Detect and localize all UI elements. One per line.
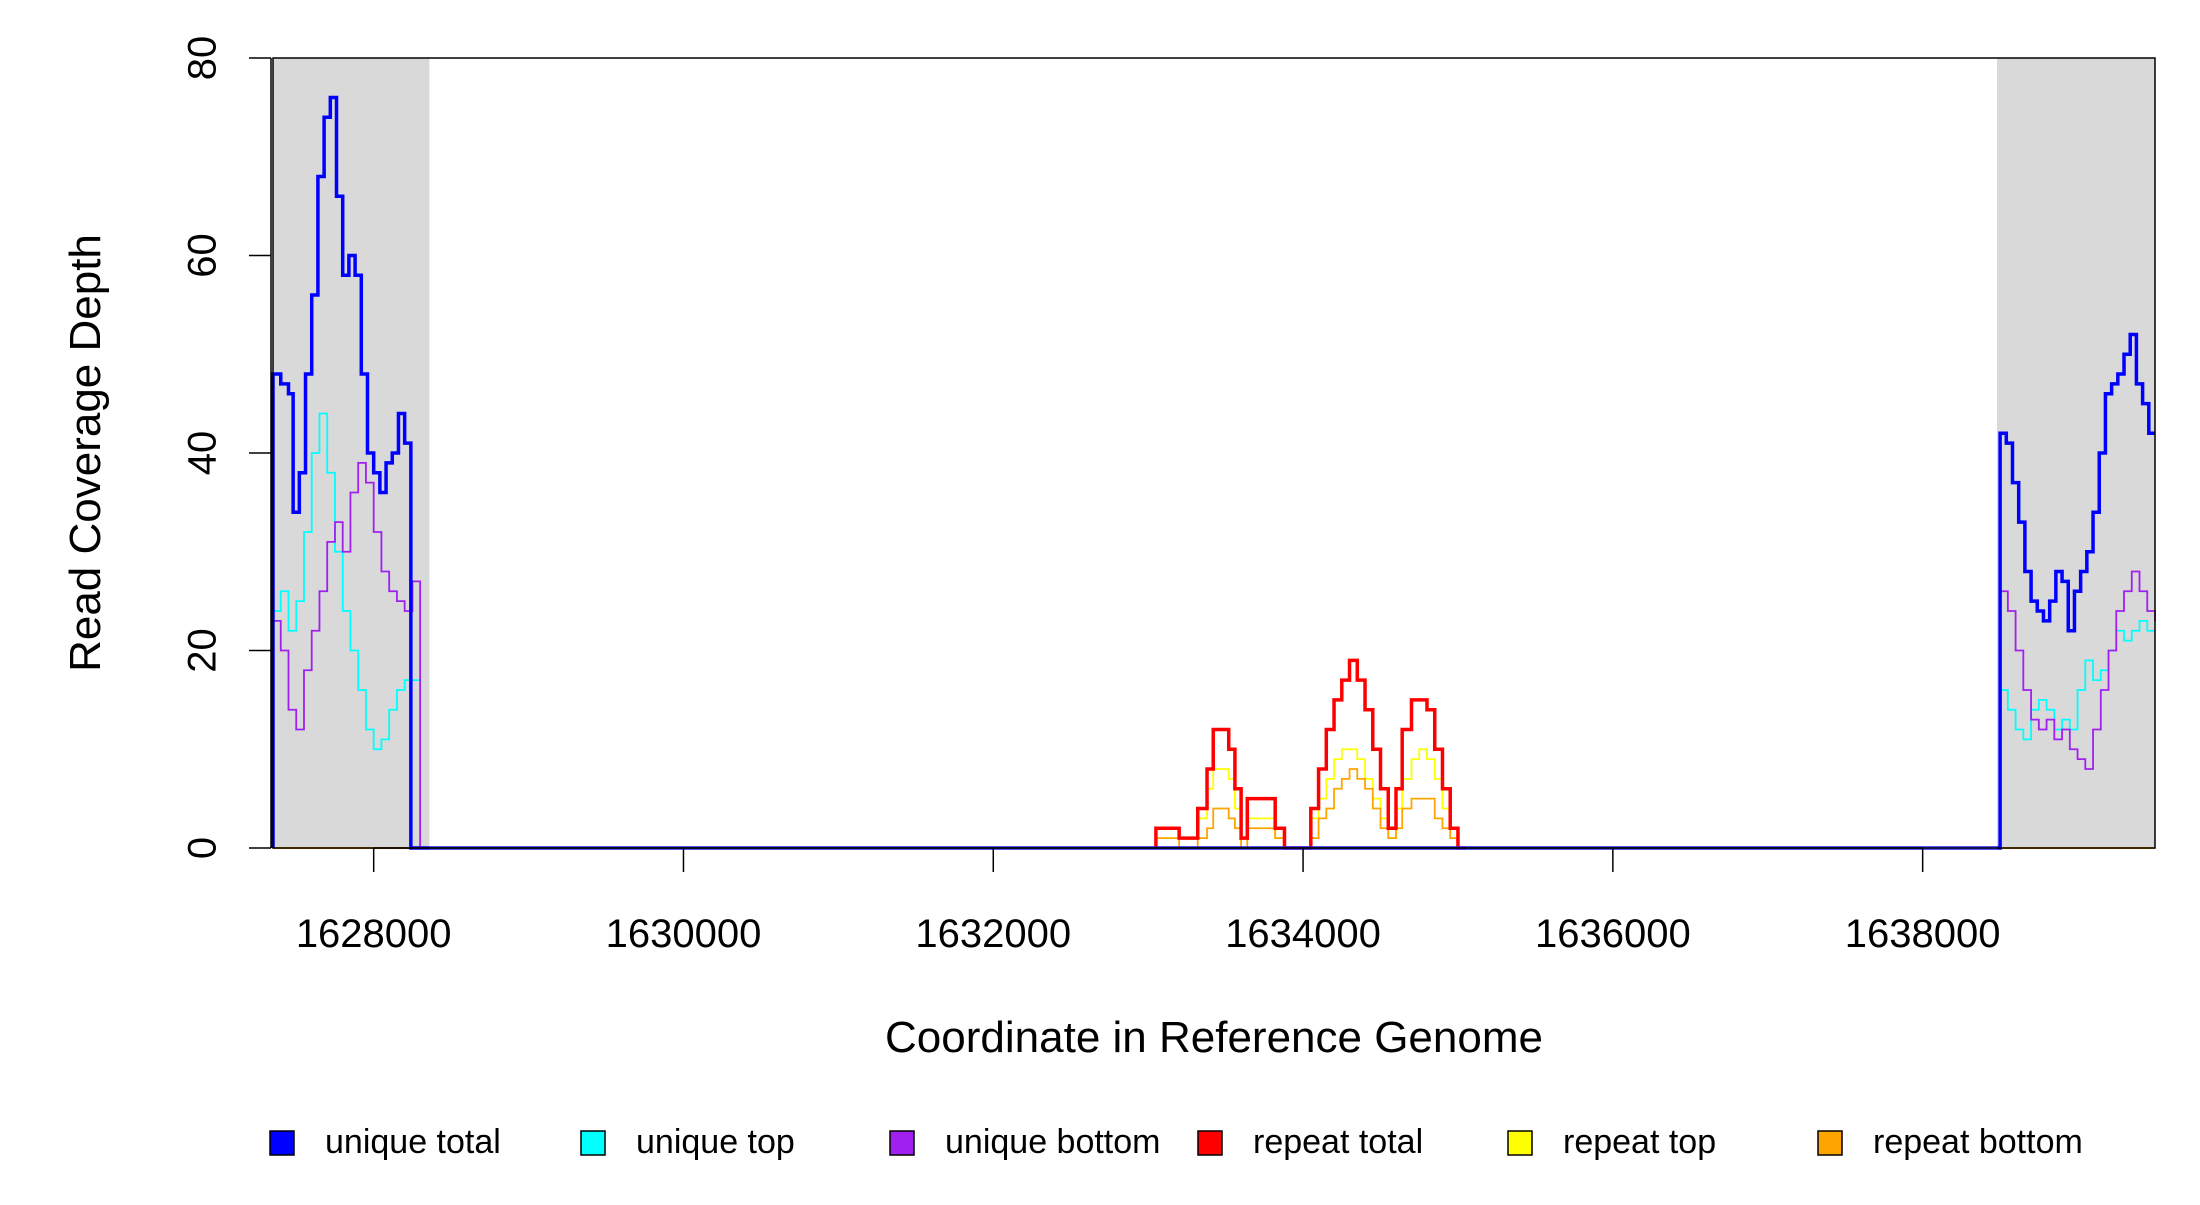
legend-label: unique total [325,1123,501,1161]
legend-swatch [1507,1130,1533,1156]
legend-item-unique-bottom: unique bottom [889,1123,1161,1161]
legend-swatch [1817,1130,1843,1156]
y-axis-label: Read Coverage Depth [61,234,110,672]
shaded-regions [273,58,2155,848]
x-tick-label: 1634000 [1225,912,1381,956]
x-tick-label: 1636000 [1535,912,1691,956]
x-tick-label: 1638000 [1845,912,2001,956]
y-tick-label: 40 [181,431,225,476]
legend-item-repeat-top: repeat top [1507,1123,1716,1161]
x-axis-label: Coordinate in Reference Genome [885,1013,1543,1062]
x-tick-label: 1630000 [606,912,762,956]
x-tick-label: 1632000 [915,912,1071,956]
x-axis: 1628000 1630000 1632000 1634000 1636000 16380… [296,847,2001,956]
y-tick-label: 80 [181,36,225,81]
shaded-region-0 [273,58,430,848]
shaded-region-1 [1997,58,2155,848]
series-layer [271,95,2156,850]
x-tick-label: 1628000 [296,912,452,956]
y-tick-label: 0 [181,837,225,859]
legend-label: unique top [636,1123,795,1161]
legend-label: repeat total [1253,1123,1423,1161]
y-axis: 0 20 40 60 80 [181,36,272,859]
legend-swatch [1197,1130,1223,1156]
legend-label: repeat bottom [1873,1123,2083,1161]
series-line-repeat-top [1155,748,1466,849]
legend-item-repeat-total: repeat total [1197,1123,1423,1161]
legend-item-repeat-bottom: repeat bottom [1817,1123,2083,1161]
legend-swatch [269,1130,295,1156]
series-line-repeat-total [1154,658,1466,850]
legend-label: unique bottom [945,1123,1161,1161]
legend-item-unique-top: unique top [580,1123,795,1161]
legend: unique total unique top unique bottom repea… [269,1123,2083,1161]
legend-label: repeat top [1563,1123,1716,1161]
y-tick-label: 60 [181,233,225,278]
legend-swatch [580,1130,606,1156]
legend-item-unique-total: unique total [269,1123,501,1161]
legend-swatch [889,1130,915,1156]
y-tick-label: 20 [181,628,225,673]
series-line-unique-bottom [272,461,2156,849]
series-line-repeat-bottom [1155,768,1466,849]
